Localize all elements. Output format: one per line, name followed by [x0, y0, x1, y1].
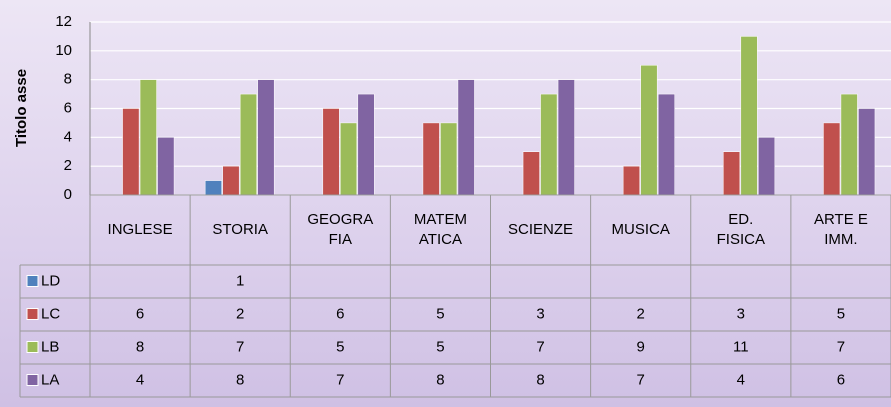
- bar: [758, 137, 776, 196]
- table-value: 5: [436, 305, 444, 322]
- table-value: 4: [737, 371, 745, 388]
- x-tick-label: STORIA: [212, 221, 268, 238]
- bar: [840, 93, 858, 196]
- table-value: 5: [336, 338, 344, 355]
- table-value: 3: [536, 305, 544, 322]
- table-value: 8: [536, 371, 544, 388]
- bar: [723, 151, 741, 196]
- table-value: 7: [637, 371, 645, 388]
- table-value: 8: [136, 338, 144, 355]
- bar: [422, 122, 440, 196]
- bar: [257, 79, 275, 196]
- x-tick-label: FISICA: [717, 231, 765, 248]
- bar: [340, 122, 358, 196]
- y-tick-label: 12: [55, 13, 72, 30]
- legend-swatch: [26, 374, 39, 386]
- x-tick-label: GEOGRA: [307, 211, 373, 228]
- table-value: 6: [136, 305, 144, 322]
- bar: [357, 93, 375, 196]
- x-tick-label: INGLESE: [108, 221, 173, 238]
- table-value: 5: [436, 338, 444, 355]
- bar: [740, 36, 758, 196]
- legend-label: LB: [41, 338, 59, 355]
- table-value: 6: [336, 305, 344, 322]
- table-value: 5: [837, 305, 845, 322]
- bar: [222, 165, 240, 196]
- legend-label: LC: [41, 305, 60, 322]
- bar: [122, 108, 140, 196]
- legend-swatch: [26, 275, 39, 287]
- table-value: 2: [637, 305, 645, 322]
- y-tick-label: 4: [64, 128, 72, 145]
- y-axis-label: Titolo asse: [13, 69, 30, 147]
- x-tick-label: IMM.: [824, 231, 857, 248]
- bar: [640, 65, 658, 196]
- table-value: 6: [837, 371, 845, 388]
- y-tick-label: 10: [55, 42, 72, 59]
- legend-label: LD: [41, 272, 60, 289]
- x-tick-label: ARTE E: [814, 211, 868, 228]
- table-value: 4: [136, 371, 144, 388]
- bar: [139, 79, 157, 196]
- bar: [322, 108, 340, 196]
- table-value: 1: [236, 272, 244, 289]
- legend-swatch: [26, 308, 39, 320]
- bar: [540, 93, 558, 196]
- x-tick-label: MATEM: [414, 211, 467, 228]
- table-value: 2: [236, 305, 244, 322]
- legend-label: LA: [41, 371, 59, 388]
- table-value: 7: [236, 338, 244, 355]
- bar: [522, 151, 540, 196]
- bar: [157, 137, 175, 196]
- table-value: 8: [236, 371, 244, 388]
- x-tick-label: FIA: [329, 231, 352, 248]
- table-value: 11: [733, 338, 749, 355]
- bar: [239, 93, 257, 196]
- x-tick-label: MUSICA: [612, 221, 670, 238]
- table-value: 9: [637, 338, 645, 355]
- y-tick-label: 2: [64, 157, 72, 174]
- bar: [457, 79, 475, 196]
- x-tick-label: ATICA: [419, 231, 462, 248]
- legend-swatch: [26, 341, 39, 353]
- bar: [204, 180, 222, 196]
- y-tick-label: 8: [64, 71, 72, 88]
- bar: [622, 165, 640, 196]
- x-tick-label: ED.: [728, 211, 753, 228]
- bar: [440, 122, 458, 196]
- x-tick-label: SCIENZE: [508, 221, 573, 238]
- table-value: 7: [837, 338, 845, 355]
- y-tick-label: 0: [64, 186, 72, 203]
- table-value: 8: [436, 371, 444, 388]
- table-value: 7: [336, 371, 344, 388]
- y-tick-label: 6: [64, 99, 72, 116]
- table-value: 3: [737, 305, 745, 322]
- bar: [557, 79, 575, 196]
- bar: [823, 122, 841, 196]
- bar: [657, 93, 675, 196]
- table-value: 7: [536, 338, 544, 355]
- bar: [858, 108, 876, 196]
